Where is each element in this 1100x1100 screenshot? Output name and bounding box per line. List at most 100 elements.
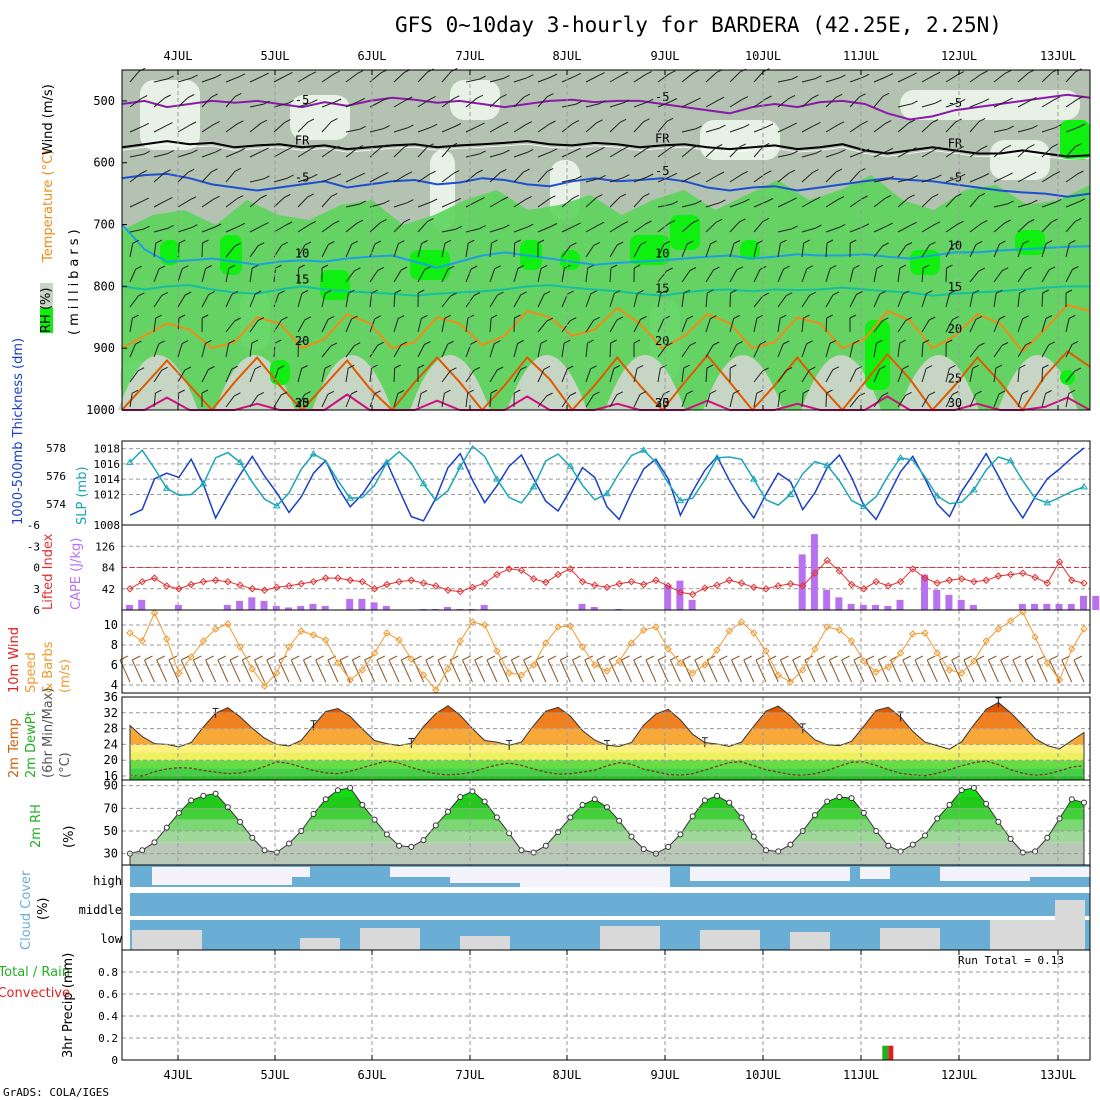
date-label-top: 6JUL — [358, 49, 387, 63]
wind-barb-flag — [155, 389, 162, 394]
cape-bar — [872, 604, 880, 610]
wind-barb — [993, 73, 1006, 83]
wind-barb — [801, 318, 804, 333]
wind-barb — [729, 99, 743, 108]
wind-barb — [729, 318, 735, 333]
wind-barb-flag — [1078, 123, 1086, 128]
wind-barb — [609, 267, 612, 283]
wind-barb-flag — [142, 122, 150, 127]
wind-barb-flag — [946, 264, 953, 269]
cape-bar — [358, 598, 366, 610]
wind-barb — [201, 76, 216, 83]
wind-barb — [177, 152, 192, 158]
cloud-high-gap — [760, 867, 830, 877]
surface-barb — [853, 659, 865, 683]
wind-barb-flag — [181, 340, 189, 345]
wind-barb-flag — [813, 196, 821, 201]
wind-barb — [465, 393, 469, 408]
lifted-marker — [419, 579, 428, 587]
wind-barb — [225, 170, 236, 183]
cape-axis-label: CAPE (J/kg) — [69, 538, 84, 610]
wind-barb — [921, 319, 930, 333]
wind-barb — [993, 345, 1003, 358]
cloud-axis-label: Cloud Cover (%) — [19, 870, 51, 950]
wind-label-line: Speed — [24, 652, 39, 693]
wind-barb — [825, 294, 834, 308]
wind-barb-flag — [1053, 96, 1061, 101]
surface-barb — [767, 659, 779, 683]
wind-barb-flag — [1068, 389, 1076, 394]
wind-barb — [969, 101, 984, 108]
wind-barb-flag — [1031, 124, 1038, 129]
wind-barb-flag — [683, 364, 690, 369]
wind-barb — [297, 368, 303, 383]
millibars-axis-label: (millibars) — [67, 225, 82, 335]
wind-barb — [513, 317, 515, 333]
cape-bar — [431, 608, 439, 610]
wind-barb — [705, 367, 708, 383]
wind-barb — [465, 97, 478, 108]
surface-barb-flag — [878, 655, 887, 661]
lifted-marker — [297, 580, 305, 588]
wind-barb — [969, 319, 977, 333]
temp-band — [130, 702, 1084, 713]
wind-barb-flag — [470, 340, 478, 345]
wind-marker — [896, 649, 905, 657]
surface-barb — [926, 659, 938, 683]
wind-barb-flag — [167, 224, 174, 229]
wind-barb — [537, 123, 550, 133]
wind-barb-flag — [862, 73, 870, 78]
wind-barb — [201, 96, 213, 108]
wind-marker — [517, 671, 526, 679]
lifted-marker — [627, 577, 636, 586]
wind-barb-flag — [980, 220, 988, 225]
wind-barb-flag — [450, 292, 457, 297]
wind-barb-flag — [231, 365, 238, 370]
wind-barb-flag — [706, 364, 714, 369]
surface-barb — [498, 659, 510, 683]
wind-barb — [153, 295, 163, 308]
surface-barb — [192, 659, 204, 683]
wind-barb-flag — [454, 197, 462, 202]
surface-barb-flag — [303, 655, 312, 661]
wind-barb-flag — [815, 75, 822, 80]
wind-barb — [825, 369, 834, 383]
wind-barb — [561, 75, 576, 83]
lifted-marker — [615, 580, 623, 588]
wind-barb — [801, 78, 816, 83]
cloud-low-gap — [880, 928, 940, 950]
wind-barb-flag — [803, 314, 810, 319]
wind-barb — [873, 150, 888, 158]
wind-barb-flag — [382, 171, 389, 176]
wind-barb-flag — [570, 242, 577, 247]
wind-barb — [345, 175, 359, 183]
surface-barb — [400, 659, 412, 683]
wind-barb-flag — [478, 122, 485, 127]
wind-barb — [225, 343, 230, 358]
wind-barb-flag — [806, 340, 813, 345]
wind-barb-flag — [407, 124, 414, 129]
wind-barb-flag — [928, 391, 936, 396]
surface-barb — [780, 659, 791, 683]
wind-barb — [153, 97, 166, 108]
wind-barb — [153, 343, 160, 358]
wind-barb-flag — [933, 71, 941, 76]
rh-marker — [701, 797, 708, 804]
wind-barb — [849, 294, 857, 308]
rh-marker — [310, 811, 317, 817]
wind-barb — [201, 198, 214, 208]
rh-series — [127, 784, 1087, 865]
wind-barb — [1041, 127, 1056, 133]
wind-barb — [177, 294, 186, 308]
wind-barb-flag — [742, 123, 750, 128]
temp-band-group — [130, 702, 1084, 780]
wind-barb-flag — [815, 149, 822, 154]
wind-barb-flag — [926, 290, 933, 295]
temp-label-line: (6hr Min/Max) — [41, 688, 56, 778]
wind-barb-flag — [887, 175, 894, 180]
wind-barb — [489, 343, 495, 358]
surface-barb-flag — [523, 655, 532, 661]
wind-barb-flag — [1004, 219, 1011, 224]
cape-bar — [370, 602, 378, 610]
wind-barb-flag — [739, 218, 746, 223]
